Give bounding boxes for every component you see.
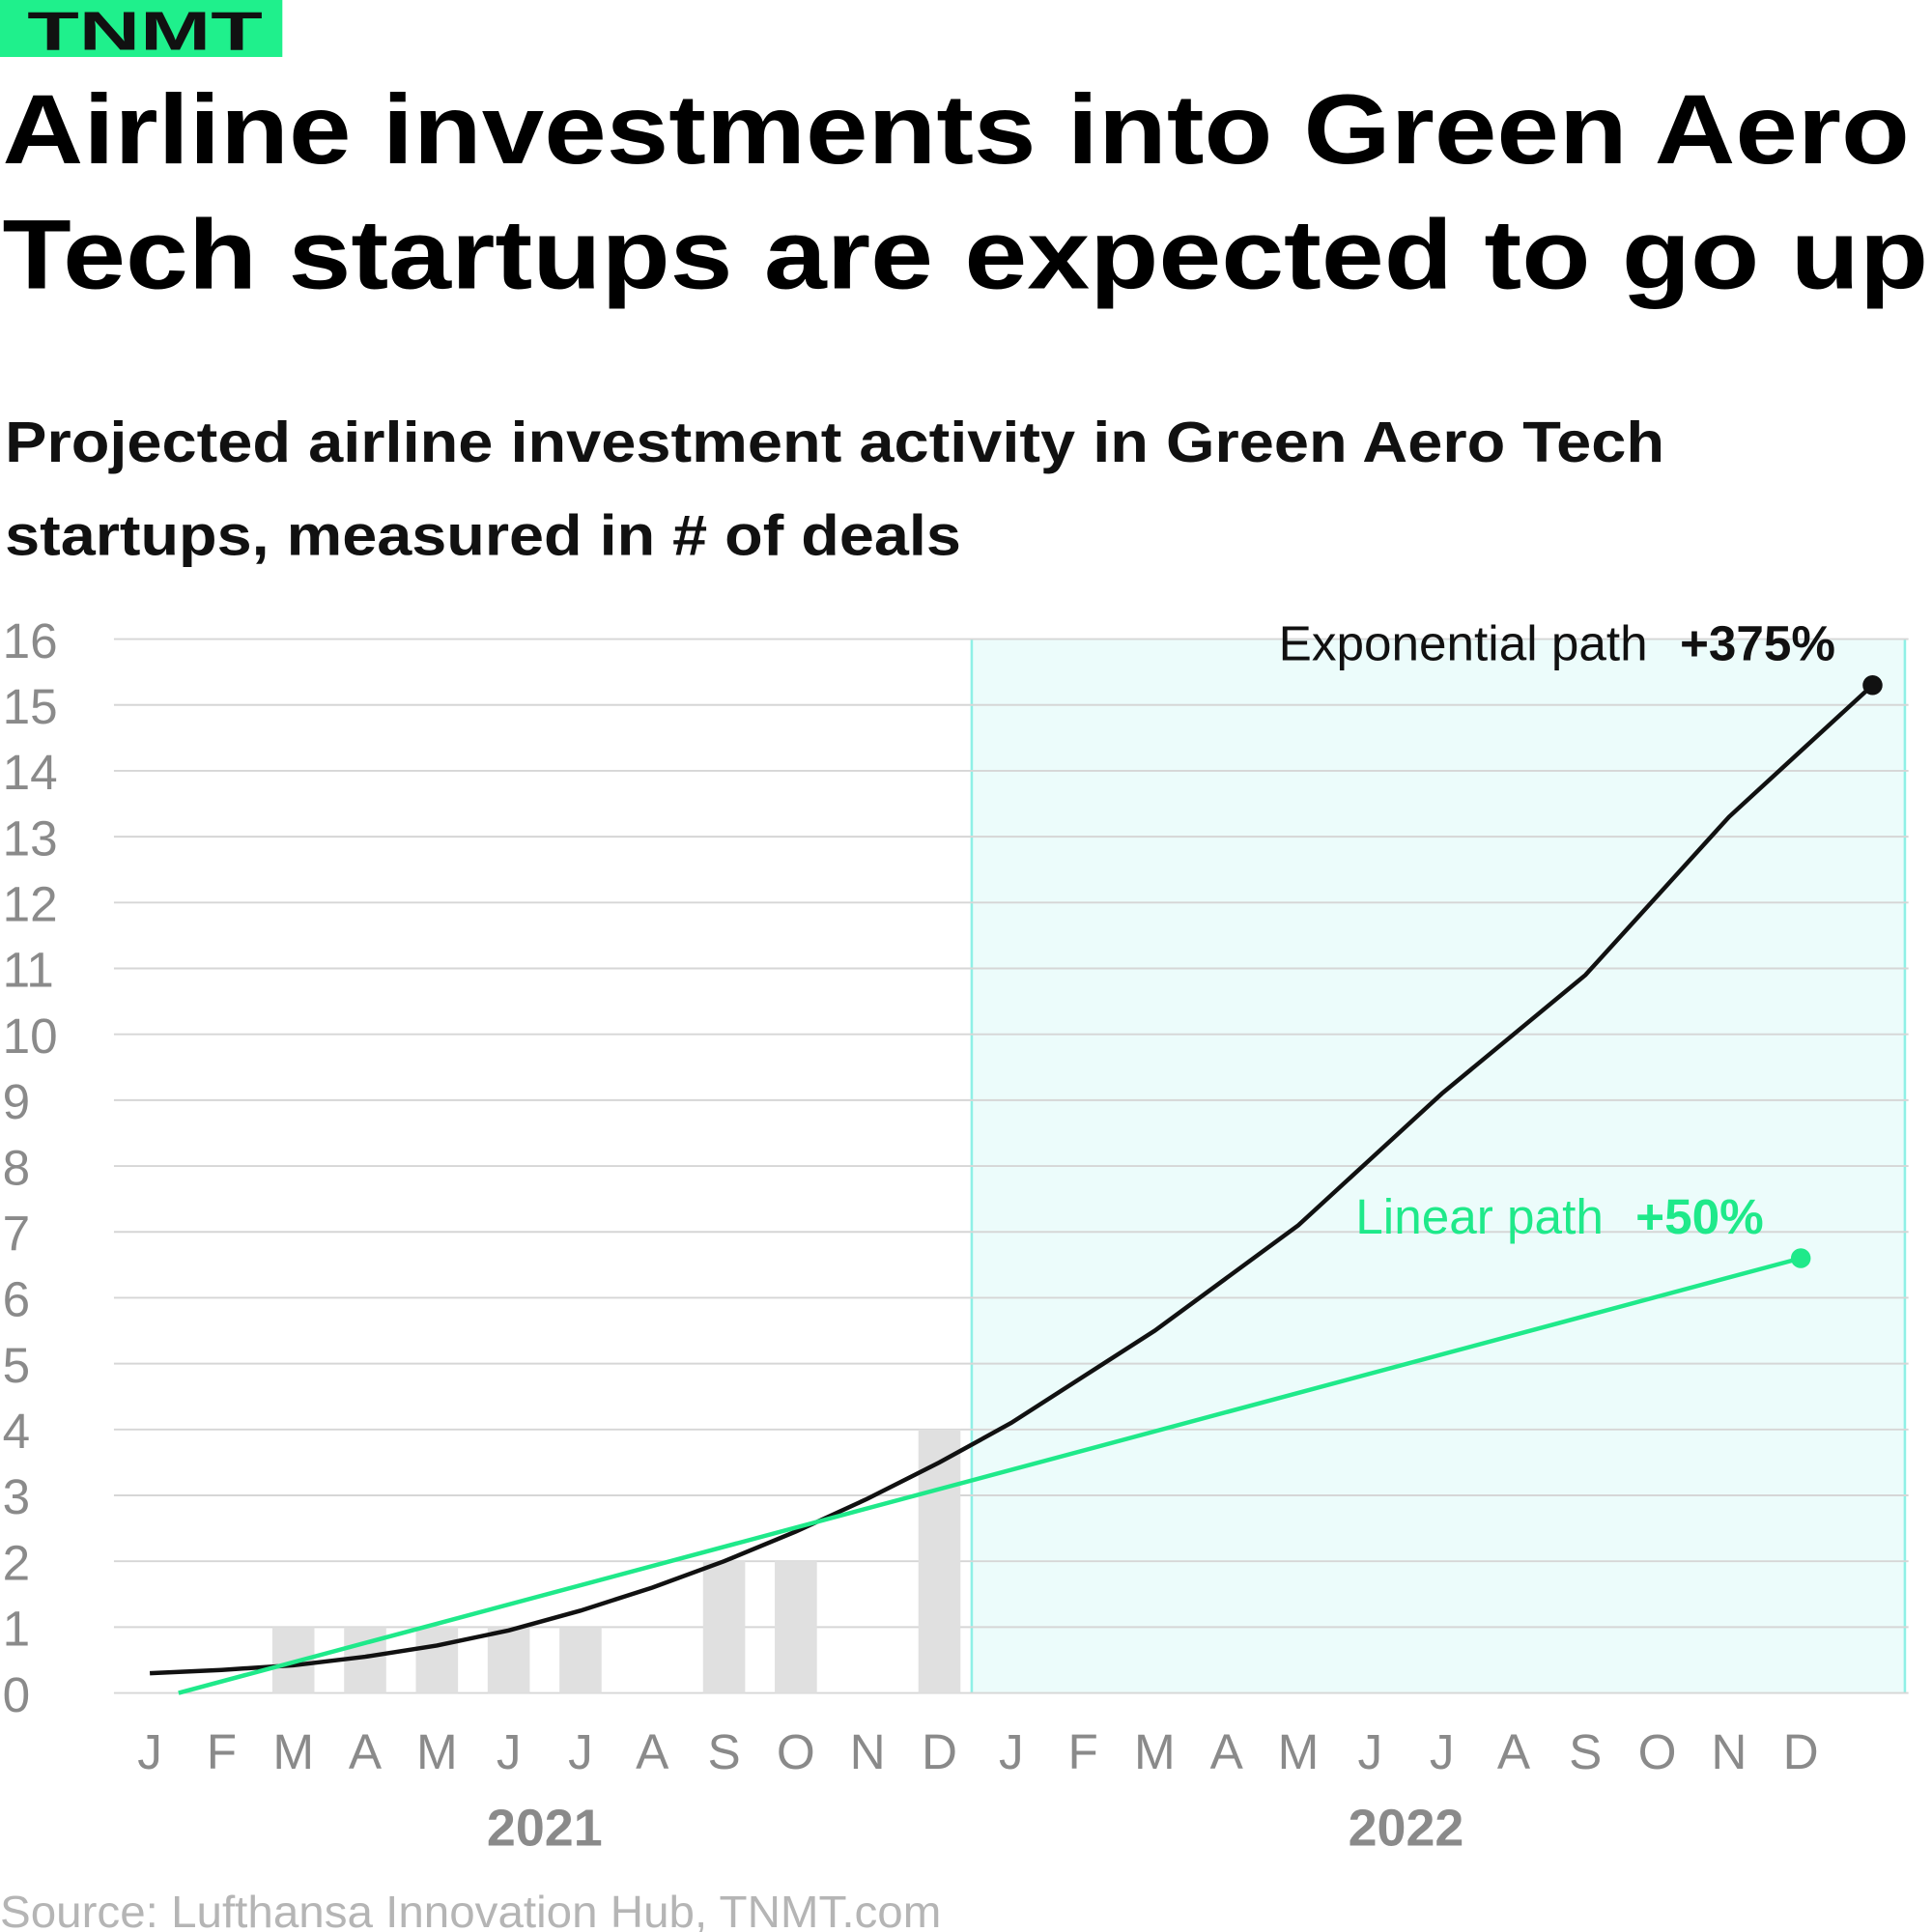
x-tick-label: M	[272, 1724, 314, 1779]
line-series	[149, 683, 1875, 1676]
y-tick-label: 10	[3, 1009, 58, 1064]
line-end-dot	[1790, 1248, 1811, 1268]
chart-title: Airline investments into Green Aero	[3, 73, 1910, 185]
brand: TNMT	[27, 0, 263, 61]
bar	[487, 1627, 530, 1693]
y-tick-label: 9	[3, 1074, 31, 1129]
bar	[702, 1561, 746, 1693]
x-tick-label: M	[1134, 1724, 1176, 1779]
bar	[775, 1561, 817, 1693]
line-change-label: +375%	[1680, 616, 1835, 671]
y-tick-label: 14	[3, 745, 58, 800]
x-tick-label: D	[1783, 1724, 1819, 1779]
source: Source: Lufthansa Innovation Hub, TNMT.c…	[0, 1887, 941, 1932]
x-tick-label: J	[568, 1724, 593, 1779]
line-name-label: Linear path	[1355, 1189, 1604, 1244]
x-tick-label: M	[416, 1724, 458, 1779]
y-tick-label: 1	[3, 1602, 31, 1657]
chart-subtitle: startups, measured in # of deals	[5, 504, 961, 567]
y-tick-label: 7	[3, 1206, 31, 1261]
x-tick-label: F	[207, 1724, 237, 1779]
bar	[415, 1627, 459, 1693]
line-series	[178, 1256, 1802, 1695]
line-name-label: Exponential path	[1279, 616, 1648, 671]
x-tick-label: J	[1430, 1724, 1455, 1779]
y-tick-label: 15	[3, 679, 58, 734]
y-tick-label: 12	[3, 877, 58, 932]
bar	[559, 1627, 602, 1693]
x-tick-label: J	[1358, 1724, 1383, 1779]
y-tick-label: 11	[3, 943, 54, 998]
line-change-label: +50%	[1635, 1189, 1764, 1244]
y-tick-label: 3	[3, 1469, 31, 1524]
x-tick-label: N	[1711, 1724, 1747, 1779]
y-tick-label: 6	[3, 1272, 31, 1327]
y-tick-label: 13	[3, 810, 58, 866]
x-tick-label: J	[137, 1724, 162, 1779]
year-label: 2021	[487, 1799, 603, 1857]
chart-title: Tech startups are expected to go up	[3, 199, 1929, 310]
year-label: 2022	[1349, 1799, 1464, 1857]
x-tick-label: J	[999, 1724, 1024, 1779]
x-tick-label: M	[1278, 1724, 1320, 1779]
x-tick-label: A	[636, 1724, 669, 1779]
line-end-dot	[1862, 675, 1883, 696]
x-tick-label: A	[1497, 1724, 1531, 1779]
x-tick-label: A	[349, 1724, 383, 1779]
x-tick-label: O	[777, 1724, 815, 1779]
bar	[918, 1429, 961, 1693]
x-tick-label: D	[922, 1724, 957, 1779]
x-tick-label: S	[1569, 1724, 1602, 1779]
x-tick-label: S	[707, 1724, 740, 1779]
x-tick-label: A	[1210, 1724, 1244, 1779]
chart-subtitle: Projected airline investment activity in…	[5, 412, 1664, 474]
x-tick-label: O	[1638, 1724, 1677, 1779]
y-tick-label: 0	[3, 1667, 31, 1722]
y-tick-label: 4	[3, 1404, 31, 1459]
x-tick-label: F	[1067, 1724, 1097, 1779]
x-tick-label: J	[497, 1724, 522, 1779]
y-tick-label: 16	[3, 613, 58, 668]
y-tick-label: 5	[3, 1338, 31, 1393]
brand-badge	[0, 0, 283, 57]
x-tick-label: N	[850, 1724, 886, 1779]
y-tick-label: 2	[3, 1535, 31, 1590]
y-tick-label: 8	[3, 1140, 31, 1195]
